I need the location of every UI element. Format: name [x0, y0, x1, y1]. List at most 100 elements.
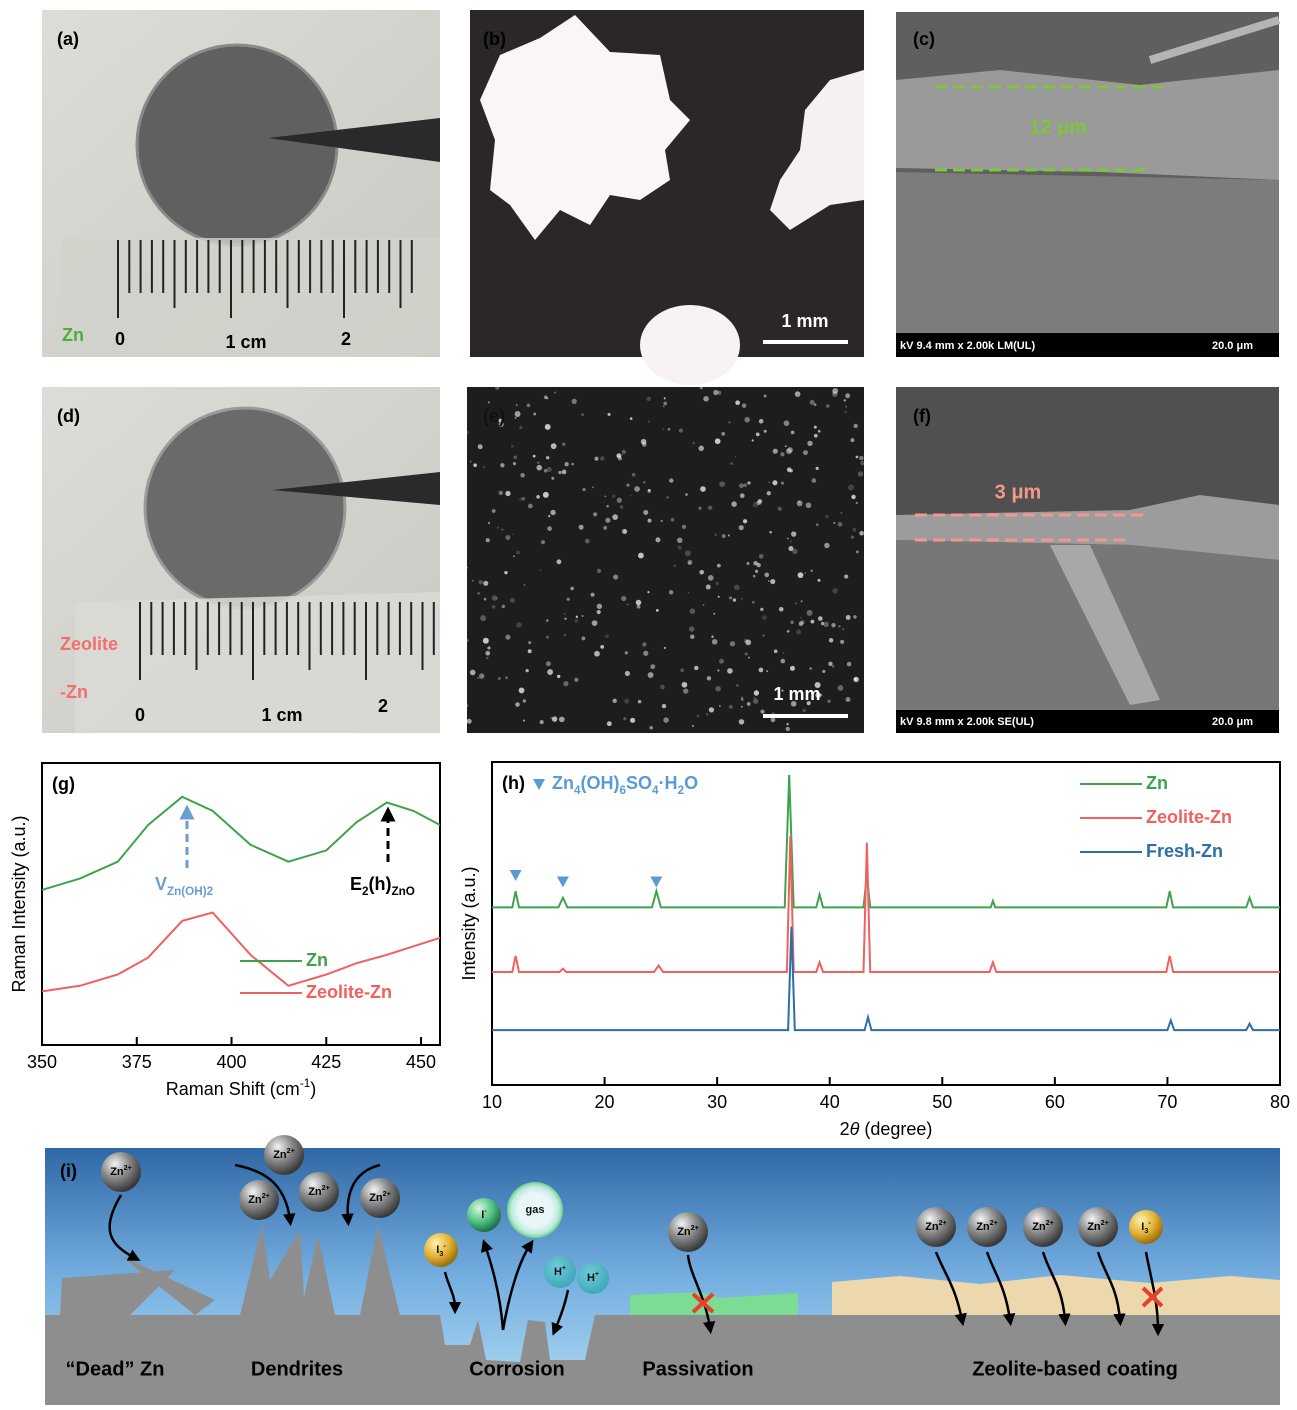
speckle: [734, 585, 740, 591]
speckle: [486, 657, 488, 659]
speckle: [477, 592, 480, 595]
speckle: [800, 617, 802, 619]
speckle: [540, 720, 544, 724]
speckle: [700, 386, 703, 389]
speckle: [513, 455, 517, 459]
speckle: [764, 430, 767, 433]
speckle: [823, 622, 829, 628]
x-tick-label: 450: [406, 1052, 436, 1072]
plot-frame: [42, 763, 440, 1045]
speckle: [574, 619, 578, 623]
speckle: [592, 486, 594, 488]
speckle: [685, 493, 687, 495]
text-part: 2+: [990, 1219, 998, 1227]
speckle: [768, 481, 770, 483]
speckle: [572, 399, 577, 404]
legend-label: Zn: [306, 950, 328, 970]
speckle: [799, 621, 804, 626]
speckle: [845, 393, 850, 398]
speckle: [513, 555, 515, 557]
speckle: [753, 575, 756, 578]
speckle: [733, 598, 736, 601]
speckle: [856, 456, 859, 459]
speckle: [510, 598, 515, 603]
x-tick-label: 425: [311, 1052, 341, 1072]
speckle: [706, 585, 711, 590]
speckle: [742, 403, 747, 408]
legend-label: Fresh-Zn: [1146, 841, 1223, 861]
speckle: [781, 482, 784, 485]
x-tick-label: 70: [1157, 1092, 1177, 1112]
speckle: [495, 385, 499, 389]
speckle: [747, 702, 751, 706]
stage-label: Dendrites: [251, 1358, 343, 1380]
speckle: [806, 502, 812, 508]
speckle: [795, 602, 797, 604]
speckle: [548, 515, 550, 517]
speckle: [606, 505, 608, 507]
speckle: [465, 639, 468, 642]
y-axis-label: Intensity (a.u.): [459, 866, 479, 980]
speckle: [801, 600, 803, 602]
speckle: [846, 615, 851, 620]
speckle: [814, 434, 818, 438]
speckle: [722, 534, 726, 538]
speckle: [854, 678, 856, 680]
x-axis-label: 2θ (degree): [840, 1119, 933, 1139]
speckle: [505, 491, 510, 496]
speckle: [786, 727, 790, 731]
text-part: Zn: [369, 1192, 383, 1204]
speckle: [664, 647, 666, 649]
text-part: Zn: [976, 1221, 990, 1233]
speckle: [754, 697, 756, 699]
speckle: [600, 645, 604, 649]
speckle: [513, 462, 516, 465]
speckle: [845, 697, 850, 702]
speckle: [600, 456, 604, 460]
speckle: [771, 717, 776, 722]
speckle: [790, 666, 795, 671]
speckle: [504, 571, 507, 574]
text-part: H: [554, 1266, 562, 1278]
speckle: [677, 538, 682, 543]
speckle: [719, 705, 721, 707]
speckle: [851, 535, 854, 538]
speckle: [563, 681, 568, 686]
speckle: [817, 579, 819, 581]
speckle: [714, 534, 716, 536]
speckle: [523, 720, 525, 722]
speckle: [797, 500, 803, 506]
speckle: [767, 491, 771, 495]
ion-label: gas: [526, 1204, 545, 1216]
text-part: +: [562, 1264, 566, 1272]
speckle: [622, 450, 626, 454]
speckle: [772, 480, 777, 485]
x-tick-label: 80: [1270, 1092, 1290, 1112]
speckle: [466, 431, 469, 434]
speckle: [567, 598, 570, 601]
scale-label: 1 mm: [781, 311, 828, 331]
phase-marker: [557, 877, 569, 888]
speckle: [511, 445, 514, 448]
speckle: [791, 431, 795, 435]
panel-label: (f): [913, 406, 931, 426]
speckle: [729, 705, 733, 709]
speckle: [713, 613, 715, 615]
speckle: [778, 507, 782, 511]
speckle: [818, 430, 821, 433]
speckle: [768, 580, 770, 582]
speckle: [495, 597, 498, 600]
speckle: [850, 438, 854, 442]
text-part: Zn: [925, 1221, 939, 1233]
speckle: [594, 457, 598, 461]
speckle: [831, 623, 835, 627]
text-part: H: [587, 1272, 595, 1284]
speckle: [512, 533, 514, 535]
sample-label: Zeolite: [60, 634, 118, 654]
x-tick-label: 375: [122, 1052, 152, 1072]
data-line: [492, 927, 1280, 1030]
speckle: [787, 468, 791, 472]
speckle: [708, 575, 714, 581]
x-tick-label: 40: [820, 1092, 840, 1112]
